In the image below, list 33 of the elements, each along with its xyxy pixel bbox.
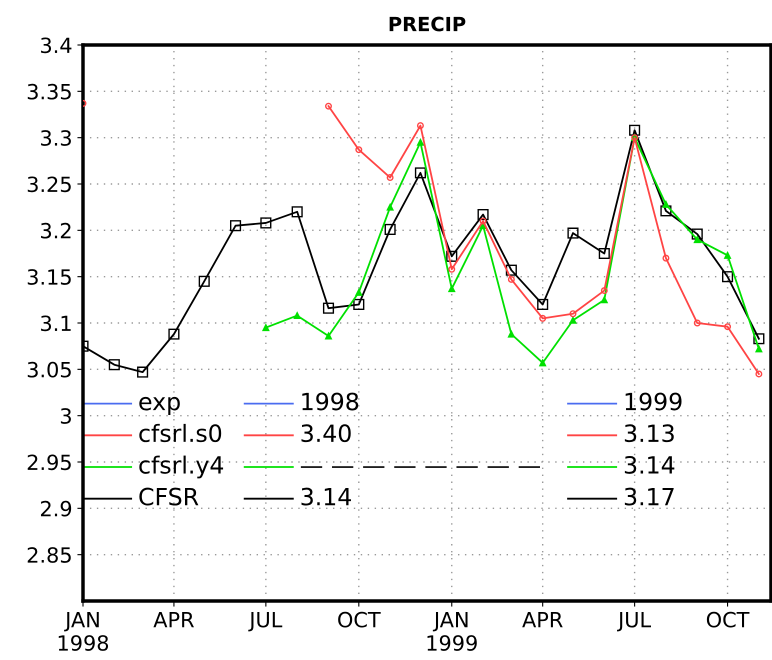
annotation: 3.14 [302,488,351,506]
y-tick-label: 3.4 [41,37,72,54]
y-tick-label: 3 [60,408,71,424]
legend-label: cfsrl.y4 [139,456,224,478]
legend-label: CFSR [139,488,198,506]
annotation: 1998 [302,392,358,410]
x-tick-label: APR [153,612,194,628]
annotation: 1999 [626,392,682,410]
legend-label: cfsrl.s0 [139,424,222,442]
x-tick-label: JUL [248,612,282,632]
y-tick-label: 3.3 [41,130,71,146]
legend-label: exp [139,396,180,416]
x-tick-label: JUL [617,612,651,632]
y-tick-label: 3.1 [41,315,71,332]
y-tick-label: 3.05 [28,362,71,378]
annotation: 3.40 [302,424,351,442]
y-tick-label: 3.25 [28,176,71,192]
y-tick-label: 3.15 [28,269,71,285]
x-tick-label: OCT [338,612,381,628]
y-tick-label: 3.2 [41,222,70,239]
y-tick-label: 3.35 [28,84,71,100]
chart-title: PRECIP [390,16,466,32]
annotation: 3.17 [624,488,674,506]
x-tick-label: OCT [706,612,750,628]
annotation: — — — — — — — — [300,466,540,468]
y-tick-label: 2.85 [28,547,71,563]
x-tick-label: APR [522,612,563,628]
annotation: 3.13 [624,424,674,442]
annotation: 3.14 [624,456,674,474]
y-tick-label: 2.95 [28,454,71,470]
x-tick-label: JAN 1998 [58,612,108,651]
x-tick-label: JAN 1999 [428,612,477,651]
y-tick-label: 2.9 [40,500,72,517]
